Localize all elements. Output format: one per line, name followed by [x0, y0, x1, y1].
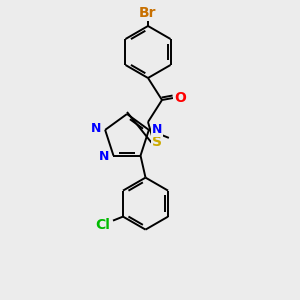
Text: Cl: Cl	[96, 218, 110, 232]
Text: O: O	[174, 91, 186, 105]
Text: N: N	[99, 150, 110, 163]
Text: S: S	[152, 135, 162, 149]
Text: N: N	[152, 123, 162, 136]
Text: Br: Br	[139, 6, 157, 20]
Text: N: N	[91, 122, 101, 135]
